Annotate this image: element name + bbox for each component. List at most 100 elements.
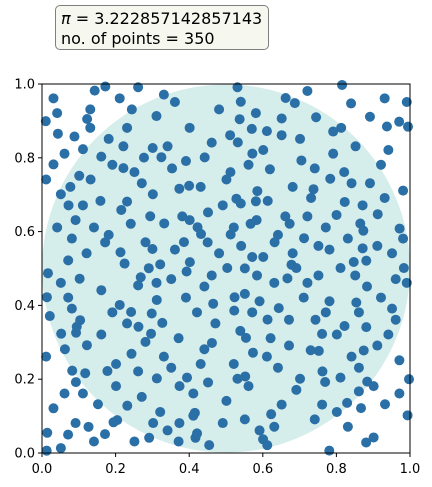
data-point-36 (282, 273, 293, 284)
data-point-214 (335, 263, 346, 274)
data-point-277 (63, 292, 74, 303)
data-point-221 (77, 388, 88, 399)
data-point-40 (337, 79, 348, 90)
data-point-56 (206, 337, 217, 348)
data-point-164 (118, 163, 129, 174)
pi-estimate-annotation: π = 3.222857142857143 no. of points = 35… (55, 5, 269, 50)
data-point-61 (311, 112, 322, 123)
data-point-261 (81, 248, 92, 259)
data-point-50 (83, 421, 94, 432)
data-point-45 (40, 116, 51, 127)
y-tick-label: 0.6 (14, 225, 35, 240)
data-point-265 (111, 381, 122, 392)
data-point-84 (146, 328, 157, 339)
data-point-180 (331, 329, 342, 340)
data-point-241 (100, 429, 110, 440)
data-point-47 (264, 164, 275, 175)
data-point-146 (251, 215, 262, 226)
data-point-316 (276, 130, 287, 141)
data-point-52 (342, 397, 353, 408)
data-point-89 (276, 113, 287, 124)
data-point-9 (102, 366, 113, 377)
data-point-108 (115, 247, 126, 258)
data-point-35 (235, 96, 246, 107)
data-point-279 (390, 314, 401, 325)
data-point-183 (376, 159, 386, 170)
data-point-223 (177, 211, 188, 222)
y-tick-label: 0.4 (14, 299, 35, 314)
data-point-107 (261, 126, 272, 137)
data-point-320 (188, 410, 199, 421)
data-point-263 (158, 89, 169, 100)
data-point-100 (358, 345, 369, 356)
data-point-149 (380, 399, 391, 410)
data-point-133 (192, 428, 203, 439)
data-point-179 (140, 237, 151, 248)
data-point-317 (66, 303, 77, 314)
data-point-286 (272, 229, 283, 240)
data-point-67 (231, 193, 242, 204)
data-point-62 (252, 270, 263, 281)
data-point-207 (44, 311, 55, 322)
data-point-309 (394, 388, 405, 399)
data-point-195 (173, 333, 184, 344)
data-point-307 (41, 174, 52, 185)
pi-symbol: π (61, 9, 71, 28)
data-point-29 (351, 297, 362, 308)
data-point-276 (284, 314, 294, 325)
data-point-49 (63, 429, 74, 440)
data-point-159 (70, 377, 81, 388)
data-point-172 (63, 255, 74, 266)
data-point-125 (108, 417, 119, 428)
data-point-213 (162, 141, 173, 152)
plot-frame (41, 83, 411, 454)
data-point-321 (77, 200, 88, 211)
data-point-155 (328, 148, 339, 159)
data-point-282 (317, 399, 328, 410)
data-point-46 (339, 320, 350, 331)
data-point-54 (42, 427, 53, 438)
data-point-249 (368, 381, 379, 392)
data-point-27 (80, 368, 91, 379)
data-point-287 (48, 93, 59, 104)
data-point-132 (204, 440, 215, 451)
data-point-123 (217, 418, 228, 429)
data-point-128 (133, 321, 144, 332)
data-point-10 (174, 418, 185, 429)
data-point-208 (228, 359, 239, 369)
data-point-219 (394, 355, 405, 366)
data-point-88 (296, 155, 307, 166)
data-point-238 (247, 307, 258, 318)
data-point-218 (254, 425, 265, 436)
data-point-30 (184, 180, 195, 191)
points-layer (40, 79, 415, 456)
data-point-75 (122, 400, 133, 411)
data-point-256 (280, 211, 291, 222)
data-point-163 (324, 296, 335, 307)
data-point-289 (383, 144, 394, 155)
data-point-34 (229, 305, 240, 316)
data-point-266 (258, 144, 269, 155)
data-point-116 (310, 314, 321, 325)
data-point-111 (71, 321, 82, 332)
data-point-138 (48, 159, 59, 170)
data-point-73 (151, 294, 162, 305)
data-point-204 (364, 111, 375, 122)
data-point-226 (276, 399, 287, 410)
data-point-121 (401, 97, 412, 108)
data-point-234 (361, 322, 372, 333)
data-point-291 (88, 436, 99, 447)
data-point-301 (103, 229, 114, 240)
data-point-122 (169, 97, 180, 108)
data-point-127 (402, 410, 413, 421)
data-point-145 (59, 344, 70, 355)
data-point-288 (232, 373, 243, 384)
data-point-167 (221, 395, 232, 406)
data-point-199 (383, 329, 394, 340)
data-point-103 (42, 268, 53, 279)
x-tick-label: 0.2 (105, 462, 126, 477)
data-point-247 (41, 351, 52, 362)
data-point-160 (151, 373, 162, 384)
data-point-80 (394, 223, 405, 234)
data-point-229 (379, 192, 390, 203)
